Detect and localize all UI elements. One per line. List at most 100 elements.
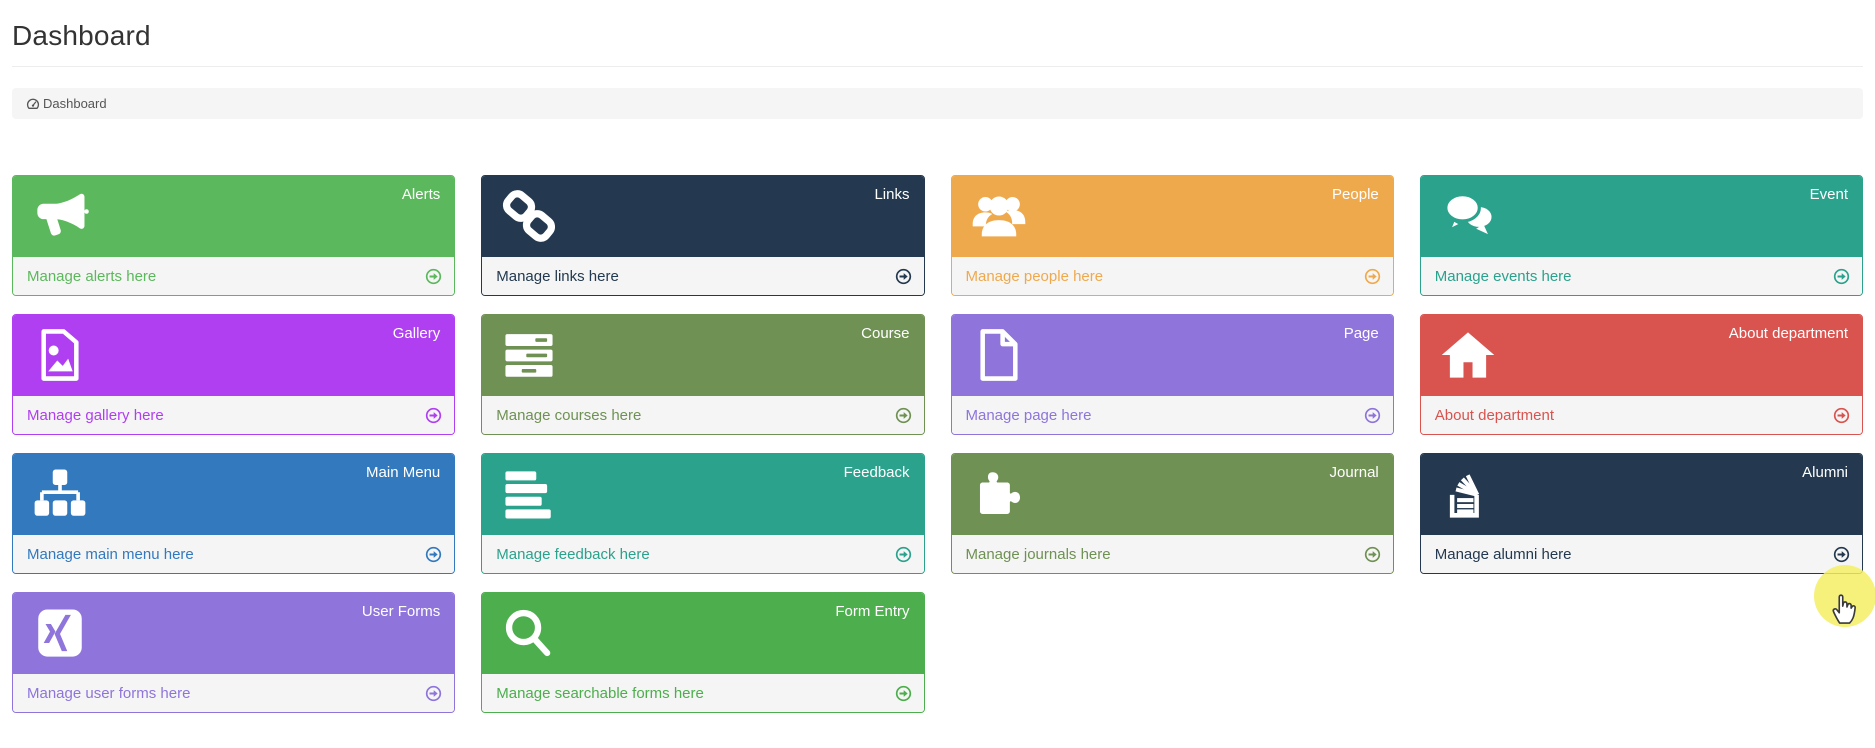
arrow-circle-right-icon[interactable] — [425, 685, 442, 702]
card-footer-text: Manage alerts here — [27, 267, 157, 285]
card-footer[interactable]: Manage people here — [951, 257, 1393, 295]
card-footer-text: Manage main menu here — [27, 545, 194, 563]
card-footer-text: Manage user forms here — [27, 684, 191, 702]
card-heading: Alumni — [1420, 454, 1862, 535]
arrow-circle-right-icon[interactable] — [1833, 268, 1850, 285]
users-icon — [970, 187, 1028, 245]
sitemap-icon — [31, 465, 89, 523]
card-title: Course — [861, 325, 910, 342]
card-user-forms[interactable]: User Forms Manage user forms here — [12, 592, 456, 713]
card-footer-text: Manage gallery here — [27, 406, 164, 424]
image-icon — [31, 326, 89, 384]
align-left-icon — [500, 465, 558, 523]
card-heading: Course — [482, 315, 924, 396]
arrow-circle-right-icon[interactable] — [1364, 407, 1381, 424]
card-title: Event — [1809, 186, 1848, 203]
puzzle-piece-icon — [970, 465, 1028, 523]
dashboard-gauge-icon — [26, 97, 40, 111]
card-gallery[interactable]: Gallery Manage gallery here — [12, 314, 456, 435]
card-footer[interactable]: Manage searchable forms here — [482, 674, 924, 712]
arrow-circle-right-icon[interactable] — [1364, 546, 1381, 563]
breadcrumb: Dashboard — [12, 88, 1863, 119]
card-footer[interactable]: Manage courses here — [482, 396, 924, 434]
card-heading: Page — [951, 315, 1393, 396]
card-title: Gallery — [392, 325, 441, 342]
card-heading: Links — [482, 176, 924, 257]
card-footer-text: Manage events here — [1434, 267, 1572, 285]
card-page[interactable]: Page Manage page here — [950, 314, 1394, 435]
arrow-circle-right-icon[interactable] — [1833, 407, 1850, 424]
card-title: Links — [874, 186, 910, 203]
page-title: Dashboard — [12, 20, 151, 51]
card-footer-text: Manage searchable forms here — [496, 684, 704, 702]
arrow-circle-right-icon[interactable] — [1364, 268, 1381, 285]
card-heading: Alerts — [13, 176, 455, 257]
card-footer-text: Manage courses here — [496, 406, 642, 424]
card-heading: Gallery — [13, 315, 455, 396]
stack-overflow-icon — [1439, 465, 1497, 523]
card-course[interactable]: Course Manage courses here — [481, 314, 925, 435]
card-main-menu[interactable]: Main Menu Manage main menu here — [12, 453, 456, 574]
file-icon — [970, 326, 1028, 384]
card-people[interactable]: People Manage people here — [950, 175, 1394, 296]
card-footer[interactable]: Manage gallery here — [13, 396, 455, 434]
arrow-circle-right-icon[interactable] — [425, 268, 442, 285]
card-footer[interactable]: Manage links here — [482, 257, 924, 295]
card-heading: Main Menu — [13, 454, 455, 535]
card-footer[interactable]: Manage events here — [1420, 257, 1862, 295]
card-footer-text: Manage feedback here — [496, 545, 650, 563]
card-footer[interactable]: Manage alumni here — [1420, 535, 1862, 573]
arrow-circle-right-icon[interactable] — [425, 407, 442, 424]
card-grid: Alerts Manage alerts here Links Manage l… — [12, 175, 1863, 713]
card-about-department[interactable]: About department About department — [1419, 314, 1863, 435]
arrow-circle-right-icon[interactable] — [895, 268, 912, 285]
card-footer-text: About department — [1434, 406, 1554, 424]
card-links[interactable]: Links Manage links here — [481, 175, 925, 296]
card-alerts[interactable]: Alerts Manage alerts here — [12, 175, 456, 296]
page-header: Dashboard — [12, 20, 1863, 67]
breadcrumb-item-dashboard: Dashboard — [43, 96, 107, 111]
card-heading: About department — [1420, 315, 1862, 396]
card-title: User Forms — [361, 603, 441, 620]
arrow-circle-right-icon[interactable] — [425, 546, 442, 563]
card-heading: Feedback — [482, 454, 924, 535]
comments-icon — [1439, 187, 1497, 245]
card-footer[interactable]: Manage page here — [951, 396, 1393, 434]
card-title: People — [1332, 186, 1379, 203]
card-footer-text: Manage alumni here — [1434, 545, 1572, 563]
card-title: Page — [1343, 325, 1379, 342]
bullhorn-icon — [31, 187, 89, 245]
card-title: About department — [1728, 325, 1848, 342]
arrow-circle-right-icon[interactable] — [895, 546, 912, 563]
card-heading: User Forms — [13, 593, 455, 674]
tasks-icon — [500, 326, 558, 384]
arrow-circle-right-icon[interactable] — [895, 685, 912, 702]
card-title: Main Menu — [366, 464, 441, 481]
card-footer-text: Manage page here — [965, 406, 1092, 424]
home-icon — [1439, 326, 1497, 384]
arrow-circle-right-icon[interactable] — [1833, 546, 1850, 563]
card-journal[interactable]: Journal Manage journals here — [950, 453, 1394, 574]
card-form-entry[interactable]: Form Entry Manage searchable forms here — [481, 592, 925, 713]
card-title: Feedback — [843, 464, 910, 481]
card-feedback[interactable]: Feedback Manage feedback here — [481, 453, 925, 574]
search-icon — [500, 604, 558, 662]
card-heading: Form Entry — [482, 593, 924, 674]
card-footer[interactable]: Manage feedback here — [482, 535, 924, 573]
card-title: Alerts — [401, 186, 441, 203]
card-heading: Event — [1420, 176, 1862, 257]
card-footer-text: Manage journals here — [965, 545, 1111, 563]
card-footer[interactable]: Manage alerts here — [13, 257, 455, 295]
card-footer[interactable]: Manage journals here — [951, 535, 1393, 573]
card-heading: People — [951, 176, 1393, 257]
card-title: Alumni — [1802, 464, 1848, 481]
link-icon — [500, 187, 558, 245]
card-event[interactable]: Event Manage events here — [1419, 175, 1863, 296]
card-alumni[interactable]: Alumni Manage alumni here — [1419, 453, 1863, 574]
card-footer[interactable]: Manage main menu here — [13, 535, 455, 573]
card-footer[interactable]: About department — [1420, 396, 1862, 434]
card-footer[interactable]: Manage user forms here — [13, 674, 455, 712]
card-footer-text: Manage links here — [496, 267, 619, 285]
card-heading: Journal — [951, 454, 1393, 535]
arrow-circle-right-icon[interactable] — [895, 407, 912, 424]
